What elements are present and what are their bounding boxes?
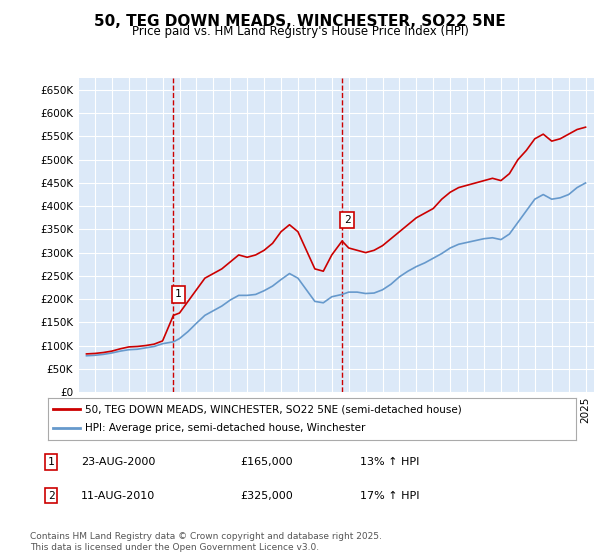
- Text: 2: 2: [344, 215, 350, 225]
- Text: 2: 2: [47, 491, 55, 501]
- Text: 1: 1: [175, 290, 182, 300]
- Text: HPI: Average price, semi-detached house, Winchester: HPI: Average price, semi-detached house,…: [85, 423, 365, 433]
- Text: 50, TEG DOWN MEADS, WINCHESTER, SO22 5NE (semi-detached house): 50, TEG DOWN MEADS, WINCHESTER, SO22 5NE…: [85, 404, 462, 414]
- Text: 17% ↑ HPI: 17% ↑ HPI: [360, 491, 419, 501]
- Text: 50, TEG DOWN MEADS, WINCHESTER, SO22 5NE: 50, TEG DOWN MEADS, WINCHESTER, SO22 5NE: [94, 14, 506, 29]
- Text: £325,000: £325,000: [240, 491, 293, 501]
- Text: 13% ↑ HPI: 13% ↑ HPI: [360, 457, 419, 467]
- Text: 1: 1: [47, 457, 55, 467]
- Text: 11-AUG-2010: 11-AUG-2010: [81, 491, 155, 501]
- Text: Price paid vs. HM Land Registry's House Price Index (HPI): Price paid vs. HM Land Registry's House …: [131, 25, 469, 38]
- Text: Contains HM Land Registry data © Crown copyright and database right 2025.
This d: Contains HM Land Registry data © Crown c…: [30, 532, 382, 552]
- Text: 23-AUG-2000: 23-AUG-2000: [81, 457, 155, 467]
- Text: £165,000: £165,000: [240, 457, 293, 467]
